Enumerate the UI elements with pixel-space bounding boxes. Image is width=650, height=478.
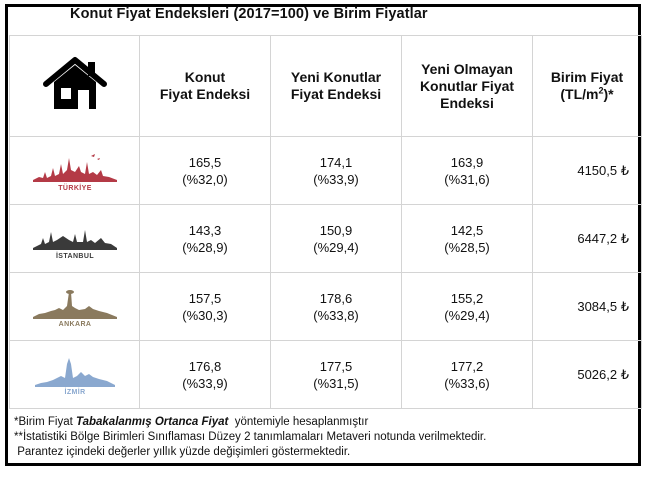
cell-yeni-olmayan: 163,9 (%31,6) [401, 136, 533, 205]
header-icon-cell [9, 35, 140, 137]
cell-konut-endeksi: 176,8 (%33,9) [139, 340, 271, 409]
city-cell: İSTANBUL [9, 204, 140, 273]
svg-text:ANKARA: ANKARA [58, 321, 91, 328]
cell-birim-fiyat: 5026,2 ₺ [532, 340, 642, 409]
table-row: İSTANBUL 143,3 (%28,9) 150,9 (%29,4) 142,5… [9, 204, 642, 273]
house-icon [42, 57, 107, 109]
izmir-skyline-icon: İZMİR [34, 357, 115, 396]
cell-konut-endeksi: 165,5 (%32,0) [139, 136, 271, 205]
header-konut-fiyat-endeksi: Konut Fiyat Endeksi [139, 35, 271, 137]
cell-konut-endeksi: 143,3 (%28,9) [139, 204, 271, 273]
ankara-skyline-icon: ANKARA [32, 289, 117, 328]
city-cell: TÜRKİYE [9, 136, 140, 205]
cell-yeni-olmayan: 142,5 (%28,5) [401, 204, 533, 273]
cell-yeni-konutlar: 174,1 (%33,9) [270, 136, 402, 205]
svg-text:İZMİR: İZMİR [64, 388, 85, 396]
cell-konut-endeksi: 157,5 (%30,3) [139, 272, 271, 341]
cell-birim-fiyat: 4150,5 ₺ [532, 136, 642, 205]
page-title: Konut Fiyat Endeksleri (2017=100) ve Bir… [70, 6, 428, 22]
cell-yeni-konutlar: 178,6 (%33,8) [270, 272, 402, 341]
header-yeni-olmayan: Yeni Olmayan Konutlar Fiyat Endeksi [401, 35, 533, 137]
table-row: TÜRKİYE 165,5 (%32,0) 174,1 (%33,9) 163,9(… [9, 136, 642, 205]
header-birim-fiyat: Birim Fiyat (TL/m2)* [532, 35, 642, 137]
cell-yeni-konutlar: 177,5 (%31,5) [270, 340, 402, 409]
cell-yeni-olmayan: 177,2 (%33,6) [401, 340, 533, 409]
footnotes: *Birim Fiyat Tabakalanmış Ortanca Fiyat … [14, 415, 486, 460]
city-cell: ANKARA [9, 272, 140, 341]
cell-yeni-olmayan: 155,2 (%29,4) [401, 272, 533, 341]
footnote-2: **İstatistiki Bölge Birimleri Sınıflamas… [14, 431, 487, 443]
turkiye-skyline-icon: TÜRKİYE [32, 153, 117, 192]
svg-text:TÜRKİYE: TÜRKİYE [58, 183, 92, 192]
cell-yeni-konutlar: 150,9 (%29,4) [270, 204, 402, 273]
footnote-1: *Birim Fiyat Tabakalanmış Ortanca Fiyat … [14, 416, 369, 428]
cell-birim-fiyat: 3084,5 ₺ [532, 272, 642, 341]
footnote-3: Parantez içindeki değerler yıllık yüzde … [14, 446, 351, 458]
svg-text:İSTANBUL: İSTANBUL [55, 252, 93, 260]
header-yeni-konutlar: Yeni Konutlar Fiyat Endeksi [270, 35, 402, 137]
table-row: İZMİR 176,8 (%33,9) 177,5 (%31,5) 177,2 (%3… [9, 340, 642, 409]
index-table: Konut Fiyat Endeksi Yeni Konutlar Fiyat … [9, 35, 642, 409]
table-header-row: Konut Fiyat Endeksi Yeni Konutlar Fiyat … [9, 35, 642, 137]
table-row: ANKARA 157,5 (%30,3) 178,6 (%33,8) 155,2 (%… [9, 272, 642, 341]
city-cell: İZMİR [9, 340, 140, 409]
istanbul-skyline-icon: İSTANBUL [32, 229, 117, 260]
cell-birim-fiyat: 6447,2 ₺ [532, 204, 642, 273]
